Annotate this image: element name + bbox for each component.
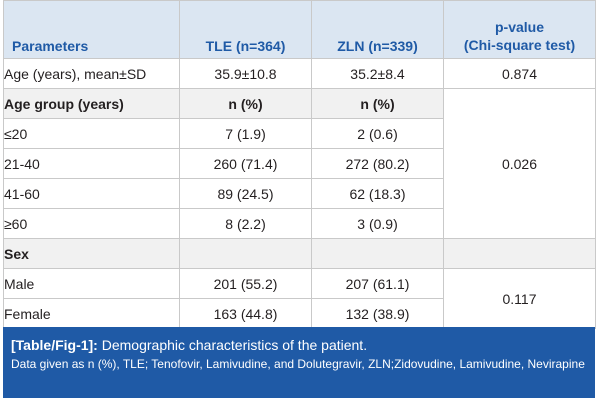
header-pvalue: p-value (Chi-square test): [443, 0, 596, 59]
sex-label: Sex: [3, 238, 180, 269]
header-pvalue-line2: (Chi-square test): [463, 37, 576, 53]
table-row-sex-header: Sex: [3, 238, 596, 269]
sex-zln-empty: [311, 238, 444, 269]
caption-title: Demographic characteristics of the patie…: [97, 337, 368, 353]
row-zln: 62 (18.3): [311, 178, 444, 209]
age-group-pvalue: 0.026: [443, 88, 596, 239]
table-row: ≥60 8 (2.2) 3 (0.9): [3, 208, 596, 239]
age-group-label: Age group (years): [3, 88, 180, 119]
table-row: Female 163 (44.8) 132 (38.9): [3, 298, 596, 329]
header-pvalue-line1: p-value: [494, 19, 544, 35]
row-tle: 7 (1.9): [179, 118, 312, 149]
row-label: Female: [3, 298, 180, 329]
row-label: 41-60: [3, 178, 180, 209]
sex-pvalue: 0.117: [443, 268, 596, 329]
caption-note: Data given as n (%), TLE; Tenofovir, Lam…: [11, 357, 585, 371]
header-zln: ZLN (n=339): [311, 0, 444, 59]
table-caption: [Table/Fig-1]: Demographic characteristi…: [3, 327, 595, 398]
row-label: Male: [3, 268, 180, 299]
age-pvalue: 0.874: [443, 58, 596, 89]
table-row: 21-40 260 (71.4) 272 (80.2): [3, 148, 596, 179]
sex-tle-empty: [179, 238, 312, 269]
table-row: ≤20 7 (1.9) 2 (0.6): [3, 118, 596, 149]
row-zln: 132 (38.9): [311, 298, 444, 329]
row-zln: 2 (0.6): [311, 118, 444, 149]
header-row: Parameters TLE (n=364) ZLN (n=339) p-val…: [3, 0, 596, 59]
header-parameters: Parameters: [3, 0, 180, 59]
row-zln: 207 (61.1): [311, 268, 444, 299]
header-tle: TLE (n=364): [179, 0, 312, 59]
row-tle: 163 (44.8): [179, 298, 312, 329]
caption-title-line: [Table/Fig-1]: Demographic characteristi…: [11, 336, 587, 354]
row-tle: 89 (24.5): [179, 178, 312, 209]
table-row: Male 201 (55.2) 207 (61.1) 0.117: [3, 268, 596, 329]
row-label: ≥60: [3, 208, 180, 239]
row-label: ≤20: [3, 118, 180, 149]
demographics-table: Parameters TLE (n=364) ZLN (n=339) p-val…: [3, 0, 596, 329]
row-tle: 260 (71.4): [179, 148, 312, 179]
row-zln: 272 (80.2): [311, 148, 444, 179]
age-label: Age (years), mean±SD: [3, 58, 180, 89]
row-label: 21-40: [3, 148, 180, 179]
age-group-zln-unit: n (%): [311, 88, 444, 119]
table-row-age-group-header: Age group (years) n (%) n (%) 0.026: [3, 88, 596, 239]
sex-p-empty: [443, 238, 596, 269]
table-row-age: Age (years), mean±SD 35.9±10.8 35.2±8.4 …: [3, 58, 596, 89]
row-tle: 201 (55.2): [179, 268, 312, 299]
row-zln: 3 (0.9): [311, 208, 444, 239]
age-zln: 35.2±8.4: [311, 58, 444, 89]
row-tle: 8 (2.2): [179, 208, 312, 239]
table-row: 41-60 89 (24.5) 62 (18.3): [3, 178, 596, 209]
age-tle: 35.9±10.8: [179, 58, 312, 89]
age-group-tle-unit: n (%): [179, 88, 312, 119]
caption-tag: [Table/Fig-1]:: [11, 337, 98, 353]
